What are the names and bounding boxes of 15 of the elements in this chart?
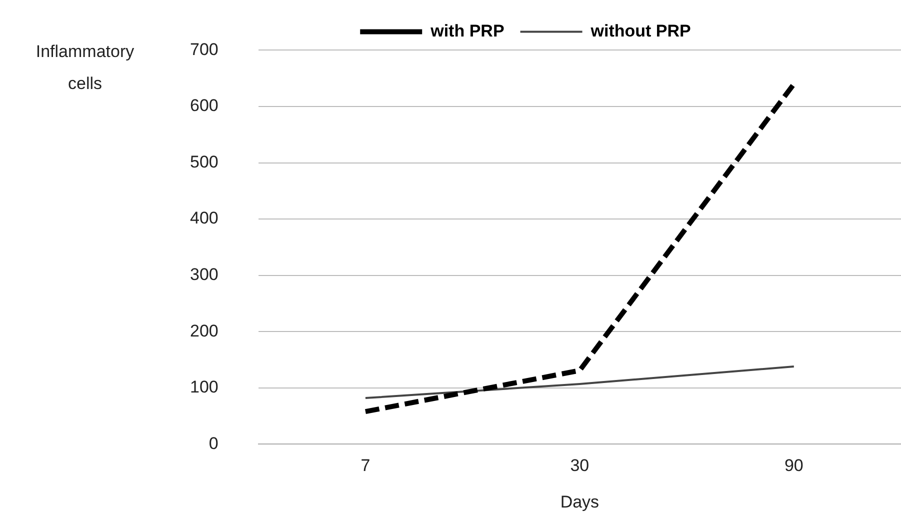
legend-label: without PRP [590,21,691,40]
y-tick-label: 700 [190,40,218,59]
y-axis-title: Inflammatory cells [34,41,136,95]
legend-label: with PRP [430,21,504,40]
y-tick-label: 600 [190,96,218,116]
x-tick-label: 30 [570,456,590,476]
x-tick-label: 90 [784,456,804,476]
y-tick-label: 300 [190,265,218,284]
x-tick-label: 7 [360,456,370,476]
y-tick-label: 200 [190,321,218,340]
y-tick-label: 100 [190,378,218,397]
y-tick-label: 400 [190,208,218,228]
y-tick-label: 500 [190,152,218,172]
x-axis-title: Days [560,492,600,512]
y-tick-label: 0 [208,434,218,453]
